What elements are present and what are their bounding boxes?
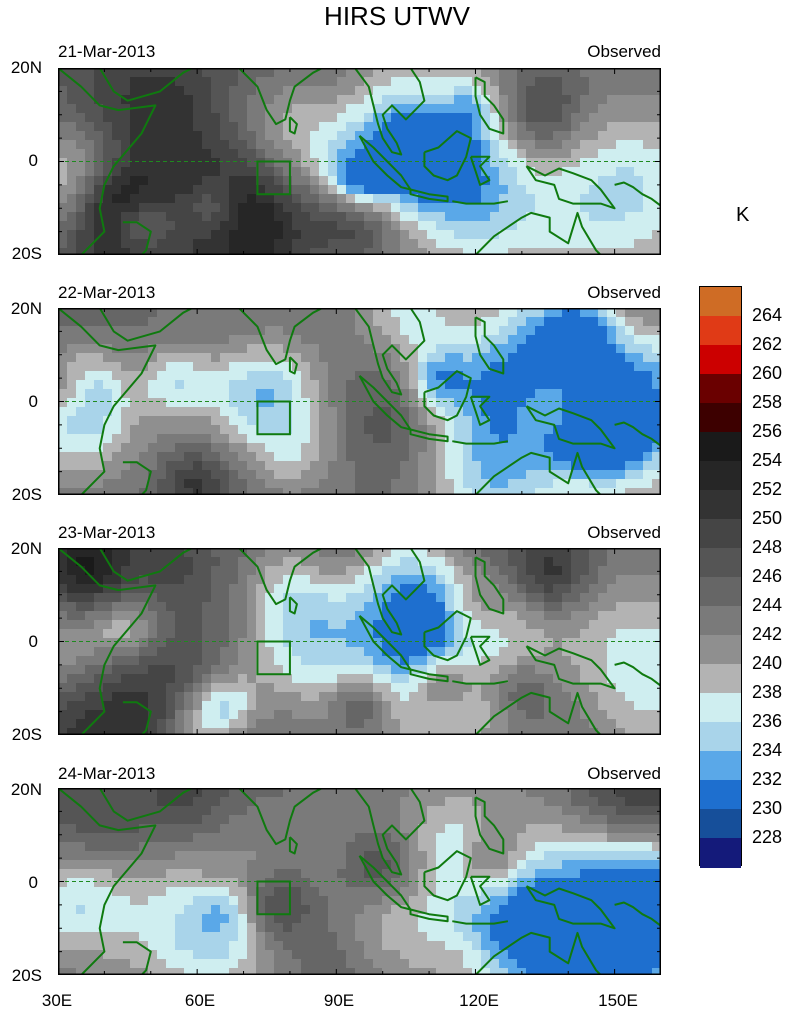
panel-4-label: Observed (587, 764, 661, 783)
colorbar-tick-label: 262 (752, 334, 783, 354)
colorbar-tick-label: 234 (752, 740, 783, 760)
colorbar-swatch (700, 838, 741, 868)
colorbar-tick-label: 246 (752, 566, 783, 586)
panel-3-label: Observed (587, 523, 661, 542)
colorbar-swatch (700, 316, 741, 346)
map-panel-3 (58, 548, 661, 735)
colorbar-tick-label: 230 (752, 798, 783, 818)
colorbar-swatch (700, 809, 741, 839)
lon-label-150e: 150E (598, 991, 638, 1010)
colorbar-swatch (700, 519, 741, 549)
colorbar-tick-label: 254 (752, 450, 783, 470)
colorbar-tick-label: 232 (752, 769, 783, 789)
colorbar-tick-label: 228 (752, 827, 783, 847)
colorbar-swatch (700, 345, 741, 375)
panel-4-lat-equator: 0 (28, 873, 38, 892)
panel-3-lat-equator: 0 (28, 632, 38, 651)
lon-label-120e: 120E (459, 991, 499, 1010)
panel-3-lat-south: 20S (11, 725, 42, 744)
panel-3-lat-north: 20N (10, 539, 42, 558)
colorbar-tick-label: 248 (752, 537, 783, 557)
colorbar-tick-label: 242 (752, 624, 783, 644)
map-panel-1 (58, 68, 661, 255)
unit-label: K (736, 204, 750, 226)
panel-1-lat-north: 20N (10, 58, 42, 77)
colorbar-tick-label: 244 (752, 595, 783, 615)
colorbar-tick-label: 264 (752, 305, 783, 325)
colorbar-swatch (700, 374, 741, 404)
colorbar-swatch (700, 606, 741, 636)
panel-1-date: 21-Mar-2013 (58, 42, 156, 61)
map-panel-2 (58, 308, 661, 495)
panel-2-label: Observed (587, 283, 661, 302)
colorbar-tick-label: 236 (752, 711, 783, 731)
panel-4-lat-north: 20N (10, 780, 42, 799)
figure-title: HIRS UTWV (324, 1, 470, 31)
panel-1-lat-equator: 0 (28, 151, 38, 170)
panel-2-lat-north: 20N (10, 299, 42, 318)
colorbar-swatch (700, 780, 741, 810)
panel-1-label: Observed (587, 42, 661, 61)
map-panel-4 (58, 788, 661, 975)
panel-1-lat-south: 20S (11, 244, 42, 263)
panel-2-lat-equator: 0 (28, 392, 38, 411)
colorbar (699, 286, 742, 868)
colorbar-swatch (700, 403, 741, 433)
colorbar-tick-label: 256 (752, 421, 783, 441)
lon-label-30e: 30E (41, 991, 73, 1010)
colorbar-swatch (700, 751, 741, 781)
panel-3-date: 23-Mar-2013 (58, 523, 156, 542)
colorbar-tick-label: 260 (752, 363, 783, 383)
colorbar-swatch (700, 577, 741, 607)
lon-label-90e: 90E (323, 991, 355, 1010)
lon-label-60e: 60E (184, 991, 216, 1010)
colorbar-swatch (700, 548, 741, 578)
colorbar-swatch (700, 693, 741, 723)
colorbar-tick-label: 238 (752, 682, 783, 702)
panel-2-date: 22-Mar-2013 (58, 283, 156, 302)
panel-2-lat-south: 20S (11, 485, 42, 504)
colorbar-swatch (700, 461, 741, 491)
colorbar-swatch (700, 664, 741, 694)
colorbar-swatch (700, 490, 741, 520)
colorbar-swatch (700, 722, 741, 752)
colorbar-swatch (700, 287, 741, 317)
colorbar-tick-label: 258 (752, 392, 783, 412)
colorbar-tick-label: 252 (752, 479, 783, 499)
colorbar-swatch (700, 635, 741, 665)
panel-4-lat-south: 20S (11, 966, 42, 985)
colorbar-tick-label: 250 (752, 508, 783, 528)
panel-4-date: 24-Mar-2013 (58, 764, 156, 783)
colorbar-tick-label: 240 (752, 653, 783, 673)
colorbar-swatch (700, 432, 741, 462)
